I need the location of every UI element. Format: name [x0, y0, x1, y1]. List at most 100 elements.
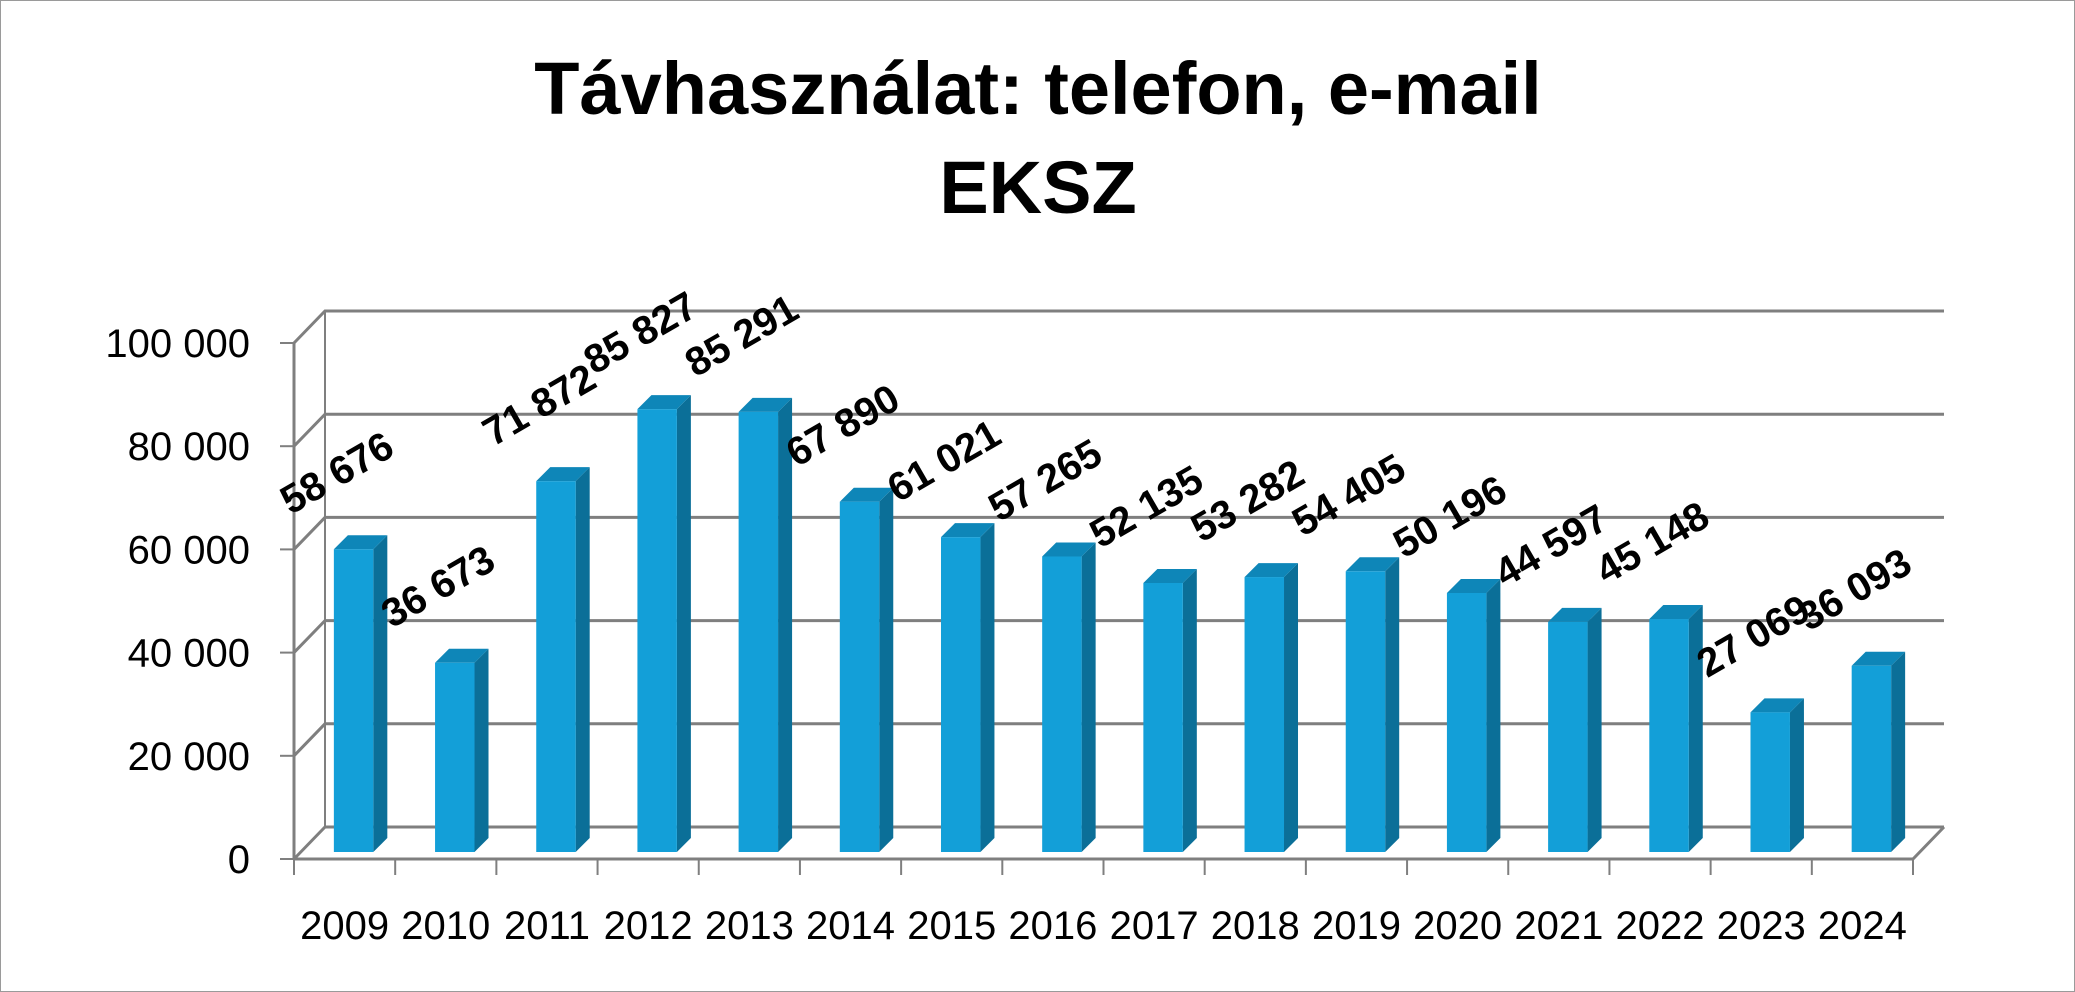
bar	[1345, 557, 1400, 852]
bar	[1143, 568, 1197, 852]
chart-title: Távhasználat: telefon, e-mail	[534, 47, 1542, 130]
bar	[1244, 563, 1299, 852]
bar	[940, 523, 995, 852]
bar-top	[1750, 698, 1804, 713]
bar-side	[676, 395, 691, 852]
data-label: 58 676	[273, 424, 401, 523]
bars	[333, 395, 1906, 852]
bar-top	[839, 487, 894, 502]
data-label: 44 597	[1487, 496, 1615, 595]
bar-top	[1851, 651, 1906, 666]
bar	[435, 648, 489, 852]
bar-side	[980, 523, 995, 852]
x-tick-label: 2011	[504, 904, 590, 948]
y-tick-label: 80 000	[128, 425, 250, 469]
bar-top	[1345, 557, 1400, 572]
data-label: 67 890	[779, 376, 907, 475]
x-tick-label: 2013	[705, 904, 794, 948]
bar-side	[474, 648, 489, 852]
bar-front	[1345, 571, 1386, 852]
bar	[1851, 651, 1906, 852]
bar-side	[575, 467, 590, 852]
gridline	[292, 309, 1944, 345]
bar-side	[1284, 563, 1299, 852]
chart-subtitle: EKSZ	[939, 146, 1136, 229]
bar-front	[1750, 712, 1790, 852]
bar	[333, 535, 388, 852]
bar-top	[1649, 605, 1703, 620]
bar-front	[1649, 619, 1689, 852]
x-tick-label: 2018	[1211, 904, 1300, 948]
bar-front	[738, 411, 779, 852]
bar-side	[1587, 607, 1602, 852]
bar-top	[1143, 568, 1197, 583]
x-tick-label: 2024	[1818, 904, 1907, 948]
data-label: 36 093	[1791, 540, 1919, 639]
x-tick-label: 2022	[1616, 904, 1705, 948]
bar	[738, 397, 793, 852]
y-tick-label: 40 000	[128, 632, 250, 676]
y-tick-label: 100 000	[105, 322, 250, 366]
bar-top	[940, 523, 995, 538]
bar-top	[333, 535, 388, 550]
x-tick-label: 2020	[1413, 904, 1502, 948]
bar	[1750, 698, 1804, 852]
bar-front	[1446, 592, 1487, 852]
data-label: 53 282	[1184, 452, 1312, 551]
bar-front	[1548, 621, 1588, 852]
bar-top	[1446, 578, 1501, 593]
bar-side	[1385, 557, 1400, 852]
bar-side	[1486, 578, 1501, 852]
bar-front	[839, 501, 880, 852]
bar	[536, 467, 590, 852]
bar-front	[435, 662, 475, 852]
bar-front	[1042, 556, 1082, 852]
bar-top	[1548, 607, 1602, 622]
x-tick-label: 2010	[401, 904, 490, 948]
bar	[637, 395, 691, 852]
bar-front	[536, 481, 576, 852]
bar-top	[637, 395, 691, 410]
bar	[1042, 542, 1096, 852]
bar-side	[1081, 542, 1096, 852]
bar	[1446, 578, 1501, 852]
data-label: 45 148	[1589, 494, 1717, 593]
bar-front	[1244, 577, 1285, 852]
x-tick-label: 2015	[907, 904, 996, 948]
bar-side	[1789, 698, 1804, 852]
x-tick-label: 2016	[1008, 904, 1097, 948]
bar-side	[879, 487, 894, 852]
bar-top	[738, 397, 793, 412]
y-tick-label: 0	[228, 838, 250, 882]
data-label: 85 827	[577, 284, 705, 383]
x-tick-label: 2017	[1110, 904, 1199, 948]
y-tick-label: 20 000	[128, 735, 250, 779]
bar-front	[1143, 582, 1183, 852]
bar	[839, 487, 894, 852]
bar-side	[1891, 651, 1906, 852]
bar-side	[373, 535, 388, 852]
y-tick-label: 60 000	[128, 528, 250, 572]
bar-front	[1851, 665, 1892, 852]
axes: 0 20 000 40 000 60 000 80 000 100 000 2009 2010…	[105, 311, 1914, 948]
bar-front	[333, 549, 374, 852]
bar-top	[536, 467, 590, 482]
x-tick-label: 2012	[604, 904, 693, 948]
bar-side	[1688, 605, 1703, 852]
x-tick-label: 2021	[1514, 904, 1603, 948]
x-tick-label: 2009	[300, 904, 389, 948]
bar	[1548, 607, 1602, 852]
bar-side	[1182, 568, 1197, 852]
bar-top	[435, 648, 489, 663]
bar-top	[1042, 542, 1096, 557]
bar-top	[1244, 563, 1299, 578]
x-tick-label: 2014	[806, 904, 895, 948]
x-tick-label: 2023	[1717, 904, 1806, 948]
bar-front	[637, 409, 677, 852]
x-tick-label: 2019	[1312, 904, 1401, 948]
bar-side	[778, 397, 793, 852]
bar-front	[940, 537, 981, 852]
